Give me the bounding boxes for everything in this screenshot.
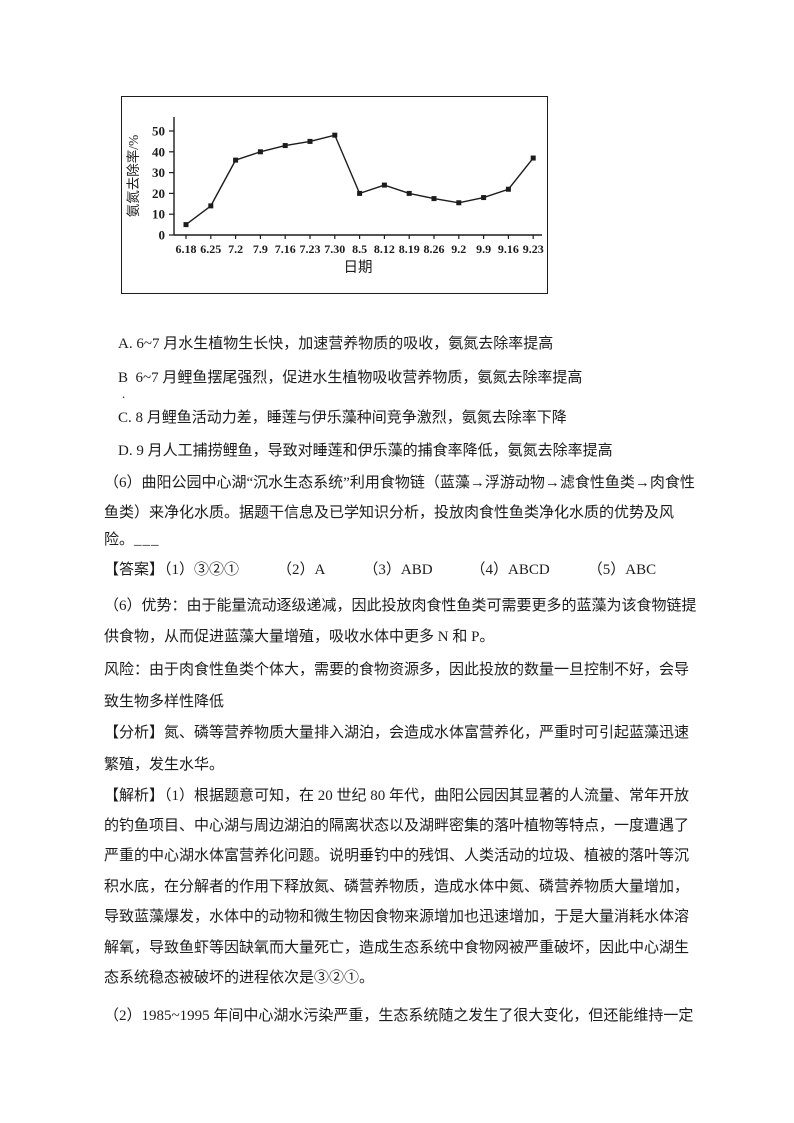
explanation-line-5: 导致蓝藻爆发，水体中的动物和微生物因食物来源增加也迅速增加，于是大量消耗水体溶 — [104, 909, 690, 925]
option-c: C. 8 月鲤鱼活动力差，睡莲与伊乐藻种间竞争激烈，氨氮去除率下降 — [118, 410, 567, 426]
answer-item-2: （2）A — [277, 562, 326, 578]
question6-line-2: 鱼类）来净化水质。据题干信息及已学知识分析，投放肉食性鱼类净化水质的优势及风 — [104, 505, 675, 521]
answer-item-5: （5）ABC — [587, 562, 657, 578]
svg-text:日期: 日期 — [344, 259, 373, 276]
option-b: B 6~7 月鲤鱼摆尾强烈，促进水生植物吸收营养物质，氨氮去除率提高 — [118, 370, 583, 386]
explanation-line-2: 的钓鱼项目、中心湖与周边湖泊的隔离状态以及湖畔密集的落叶植物等特点，一度遭遇了 — [104, 818, 690, 834]
svg-text:30: 30 — [152, 165, 165, 180]
answer-line: 【答案】（1）③②① （2）A （3）ABD （4）ABCD （5）ABC — [104, 560, 656, 580]
answer-label: 【答案】 — [104, 562, 165, 578]
svg-text:9.9: 9.9 — [476, 242, 491, 256]
svg-text:7.9: 7.9 — [253, 242, 268, 256]
analysis-line-1: 【分析】氮、磷等营养物质大量排入湖泊，会造成水体富营养化，严重时可引起蓝藻迅速 — [104, 725, 690, 741]
svg-text:8.12: 8.12 — [374, 242, 395, 256]
question6-line-3: 险。___ — [104, 530, 160, 550]
answer-item-4: （4）ABCD — [470, 562, 550, 578]
advantage-line-1: （6）优势：由于能量流动逐级递减，因此投放肉食性鱼类可需要更多的蓝藻为该食物链提 — [104, 598, 697, 614]
ammonia-removal-line-chart: 0 10 20 30 40 50 6.18 6.25 7.2 7.9 7.16 7.23 7.30 8.5… — [122, 97, 547, 293]
svg-text:6.25: 6.25 — [200, 242, 221, 256]
svg-text:9.23: 9.23 — [523, 242, 544, 256]
svg-text:6.18: 6.18 — [176, 242, 197, 256]
chart-frame: 0 10 20 30 40 50 6.18 6.25 7.2 7.9 7.16 7.23 7.30 8.5… — [121, 96, 548, 294]
svg-text:9.2: 9.2 — [451, 242, 466, 256]
answer-blank-underline: ___ — [134, 532, 160, 548]
svg-text:40: 40 — [152, 144, 165, 159]
explanation-line-7: 态系统稳态被破坏的进程依次是③②①。 — [104, 970, 375, 986]
svg-text:7.23: 7.23 — [300, 242, 321, 256]
risk-line-1: 风险：由于肉食性鱼类个体大，需要的食物资源多，因此投放的数量一旦控制不好，会导 — [104, 662, 690, 678]
svg-text:8.26: 8.26 — [424, 242, 445, 256]
svg-text:20: 20 — [152, 186, 165, 201]
svg-text:8.5: 8.5 — [352, 242, 367, 256]
risk-line-2: 致生物多样性降低 — [104, 694, 225, 710]
svg-text:10: 10 — [152, 207, 165, 222]
part2-line-1: （2）1985~1995 年间中心湖水污染严重，生态系统随之发生了很大变化，但还… — [104, 1008, 694, 1024]
question6-line-1: （6）曲阳公园中心湖“沉水生态系统”利用食物链（蓝藻→浮游动物→滤食性鱼类→肉食… — [104, 475, 695, 491]
svg-text:9.16: 9.16 — [498, 242, 519, 256]
svg-text:0: 0 — [159, 228, 166, 243]
explanation-line-4: 积水底，在分解者的作用下释放氮、磷营养物质，造成水体中氮、磷营养物质大量增加， — [104, 879, 690, 895]
svg-text:50: 50 — [152, 124, 165, 139]
svg-text:氨氮去除率/%: 氨氮去除率/% — [125, 135, 141, 218]
question6-line-3-text: 险。 — [104, 532, 135, 548]
svg-text:7.16: 7.16 — [275, 242, 296, 256]
advantage-line-2: 供食物，从而促进蓝藻大量增殖，吸收水体中更多 N 和 P。 — [104, 629, 495, 645]
svg-text:8.19: 8.19 — [399, 242, 420, 256]
explanation-line-1: 【解析】（1）根据题意可知，在 20 世纪 80 年代，曲阳公园因其显著的人流量… — [104, 788, 690, 804]
option-a: A. 6~7 月水生植物生长快，加速营养物质的吸收，氨氮去除率提高 — [118, 336, 554, 352]
answer-item-1: （1）③②① — [164, 562, 240, 578]
answer-item-3: （3）ABD — [363, 562, 433, 578]
explanation-line-3: 严重的中心湖水体富营养化问题。说明垂钓中的残饵、人类活动的垃圾、植被的落叶等沉 — [104, 848, 690, 864]
option-d: D. 9 月人工捕捞鲤鱼，导致对睡莲和伊乐藻的捕食率降低，氨氮去除率提高 — [118, 443, 613, 459]
svg-text:7.2: 7.2 — [228, 242, 243, 256]
explanation-line-6: 解氧，导致鱼虾等因缺氧而大量死亡，造成生态系统中食物网被严重破坏，因此中心湖生 — [104, 940, 690, 956]
svg-text:7.30: 7.30 — [324, 242, 345, 256]
analysis-line-2: 繁殖，发生水华。 — [104, 757, 225, 773]
stray-period-mark: . — [122, 386, 126, 401]
